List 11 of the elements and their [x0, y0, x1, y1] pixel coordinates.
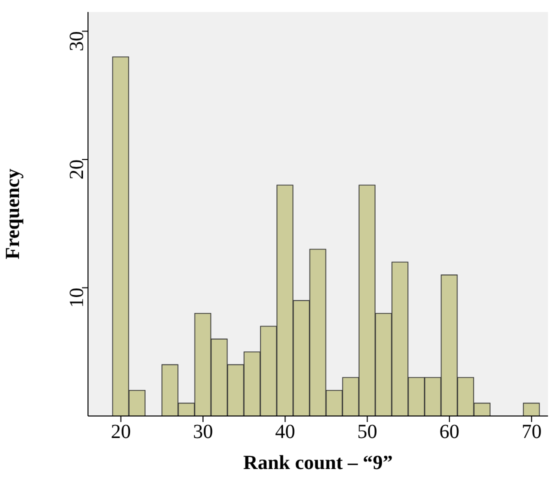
y-tick-label: 20: [66, 159, 88, 180]
x-tick-label: 60: [439, 421, 460, 444]
y-tick-label: 10: [66, 288, 88, 308]
x-axis-title: Rank count – “9”: [243, 452, 393, 474]
x-tick-label: 20: [110, 421, 131, 444]
x-tick-label: 40: [275, 421, 296, 444]
y-tick-label: 30: [66, 31, 88, 52]
x-tick-label: 30: [193, 421, 213, 444]
y-axis-title: Frequency: [2, 168, 24, 260]
x-tick-label: 50: [357, 421, 378, 444]
x-tick-label: 70: [522, 421, 542, 444]
